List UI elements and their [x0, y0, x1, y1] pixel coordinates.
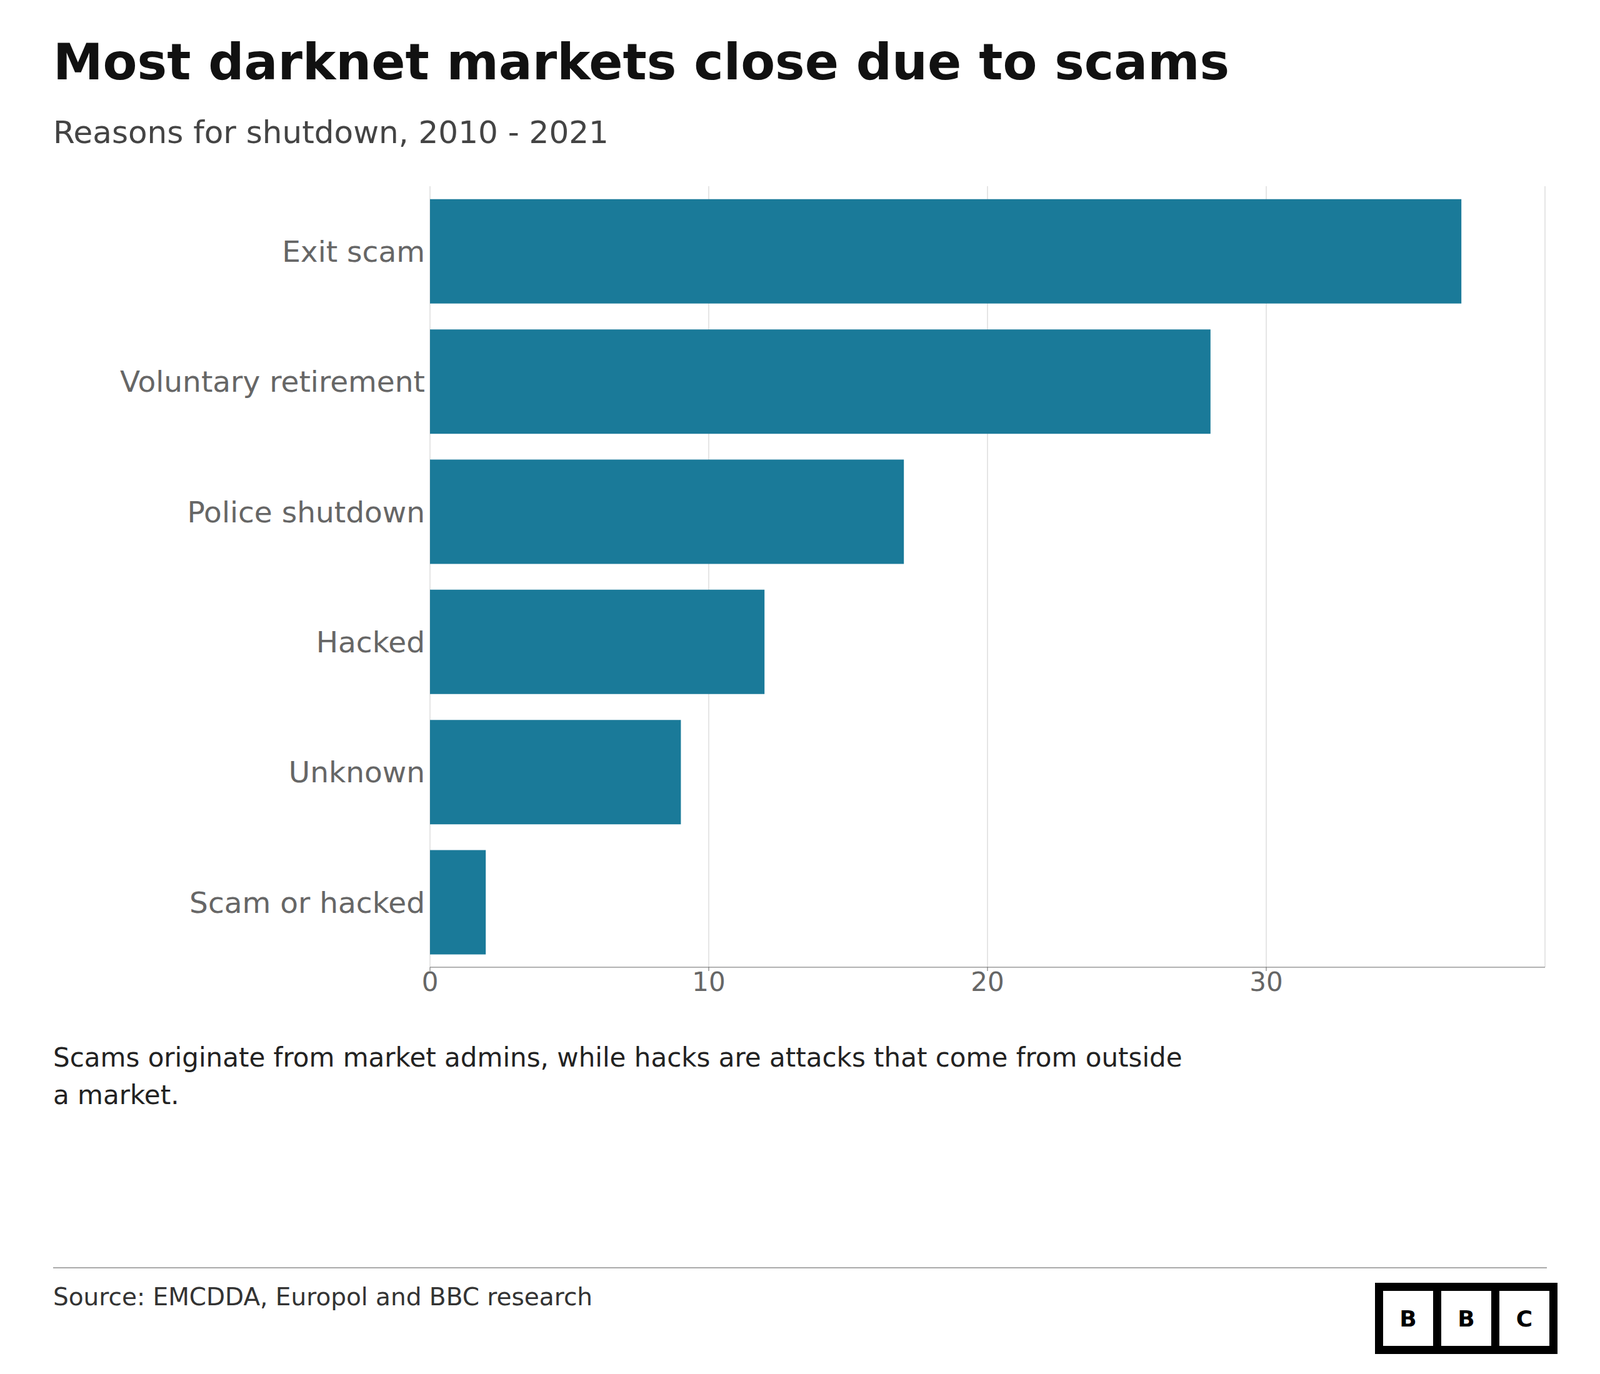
html-text:Scams originate from market ad: Scams originate from market admins, whil… [53, 1042, 1183, 1074]
html-text:Reasons for shutdown, 2010 - 2: Reasons for shutdown, 2010 - 2021 [53, 114, 609, 151]
svg-text:20: 20 [970, 966, 1004, 998]
svg-text:Unknown: Unknown [288, 755, 425, 790]
html-text:Most darknet markets close due: Most darknet markets close due to scams [53, 33, 1230, 92]
html-text:Source: EMCDDA, Europol and BB: Source: EMCDDA, Europol and BBC research [53, 1283, 593, 1312]
svg-text:Scam or hacked: Scam or hacked [189, 885, 425, 920]
html-text:B: B [1399, 1305, 1417, 1332]
svg-text:10: 10 [691, 966, 725, 998]
svg-text:Exit scam: Exit scam [281, 234, 425, 269]
html-text:a market.: a market. [53, 1080, 180, 1111]
svg-text:Hacked: Hacked [316, 625, 425, 660]
html-text:B: B [1457, 1305, 1475, 1332]
html-text:C: C [1516, 1305, 1533, 1332]
svg-text:Police shutdown: Police shutdown [186, 495, 425, 530]
svg-text:0: 0 [421, 966, 439, 998]
svg-text:Voluntary retirement: Voluntary retirement [120, 364, 425, 399]
svg-text:30: 30 [1249, 966, 1283, 998]
